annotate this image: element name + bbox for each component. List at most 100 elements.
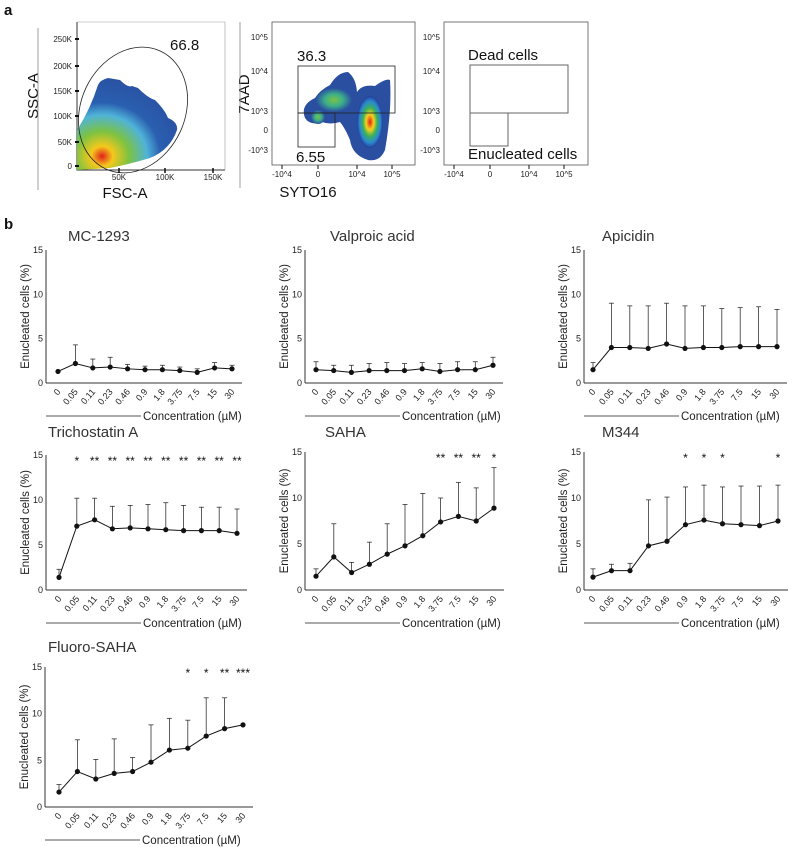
data-point [127,525,133,531]
y-tick-label: 10 [33,495,43,505]
data-point [216,528,222,534]
data-point [240,722,246,728]
significance-marker: ** [197,454,207,468]
x-tick-label: 15 [215,811,229,825]
x-tick-label: 30 [483,387,497,401]
gate-label: Dead cells [468,47,538,64]
x-tick-label: 3.75 [173,811,192,831]
x-tick-label: 0 [310,594,321,604]
significance-marker: ** [436,451,446,465]
data-point [229,366,235,372]
data-point [608,568,615,574]
data-point [56,789,62,795]
x-axis-label: Concentration (µM) [402,411,501,423]
data-point [185,745,191,751]
x-tick-label: 0.11 [338,594,356,613]
y-tick-label: 15 [33,245,43,255]
y-tick-label: 200K [53,62,72,71]
data-point [72,360,78,367]
data-point [419,366,425,372]
y-tick-label: 5 [297,334,302,344]
x-tick-label: 0.23 [355,387,374,407]
x-axis-label: SYTO16 [279,184,336,201]
data-point [159,367,165,373]
x-axis-label: Concentration (µM) [142,835,241,847]
x-tick-label: 0.23 [634,594,653,614]
data-point [222,726,228,732]
significance-marker: * [720,451,725,465]
x-tick-label: 0.46 [373,594,392,614]
y-tick-label: 10 [571,289,581,299]
x-tick-label: -10^4 [444,170,464,179]
x-tick-label: 7.5 [195,811,211,827]
significance-marker: ** [232,454,242,468]
gate-dead-cells [297,65,396,114]
data-point [234,530,240,536]
y-tick-label: 0 [297,378,302,388]
y-tick-label: 0 [38,378,43,388]
x-tick-label: 3.75 [426,387,445,407]
data-point [384,367,390,374]
data-point [331,554,337,560]
x-tick-label: 0.23 [98,594,117,614]
x-tick-label: 0 [53,811,64,821]
data-point [590,574,596,580]
data-point [455,367,461,373]
plot-frame [271,21,416,166]
panel-label-b: b [4,216,14,233]
x-tick-label: 7.5 [186,387,202,403]
x-tick-label: 30 [767,387,781,401]
data-point [473,518,479,524]
data-point [74,768,80,775]
gate-label: 6.55 [296,149,325,166]
data-point [719,521,726,527]
x-tick-label: 0.11 [616,387,634,406]
data-point [348,369,354,375]
y-tick-label: 15 [292,245,302,255]
significance-marker: *** [236,666,250,680]
data-point [491,505,497,511]
x-tick-label: 0.9 [674,387,690,403]
y-axis-label: 7AAD [236,74,253,113]
chart-title: SAHA [325,424,366,441]
y-axis-label: Enucleated cells (%) [20,470,32,575]
y-tick-label: 5 [37,755,42,765]
x-tick-label: 30 [222,387,236,401]
significance-marker: ** [215,454,225,468]
data-point [194,369,200,375]
data-point [313,573,319,579]
x-tick-label: 0.46 [652,387,671,407]
x-tick-label: 0.23 [100,811,119,831]
chart-title: Fluoro-SAHA [48,639,136,656]
significance-marker: ** [454,451,464,465]
flow-plot-syto16-7aad: 10^5 10^4 10^3 0 -10^3 -10^4 0 10^4 10^5 36.3 6.55… [236,21,416,201]
significance-marker: ** [143,454,153,468]
data-point [198,528,204,534]
y-tick-label: 0 [38,585,43,595]
data-point [701,517,707,523]
density-cluster [311,110,325,124]
y-axis-label: Enucleated cells (%) [20,264,32,369]
y-axis-label: Enucleated cells (%) [279,468,291,573]
x-tick-label: -10^4 [272,170,292,179]
significance-marker: * [204,666,209,680]
y-tick-label: 15 [33,450,43,460]
y-axis-label: Enucleated cells (%) [558,468,570,573]
data-point [664,538,670,544]
x-tick-label: 30 [768,594,782,608]
data-point [56,574,62,581]
significance-marker: ** [108,454,118,468]
significance-marker: ** [90,454,100,468]
y-axis-label: SSC-A [25,73,42,119]
significance-marker: ** [161,454,171,468]
data-point [455,513,461,520]
x-tick-label: 0.11 [81,594,99,613]
data-point [719,344,725,351]
x-tick-label: 1.8 [692,387,708,403]
flow-plot-fsc-ssc: 66.8 250K 200K 150K 100K 50K 0 50K 100K 150K FSC-A… [25,21,226,202]
